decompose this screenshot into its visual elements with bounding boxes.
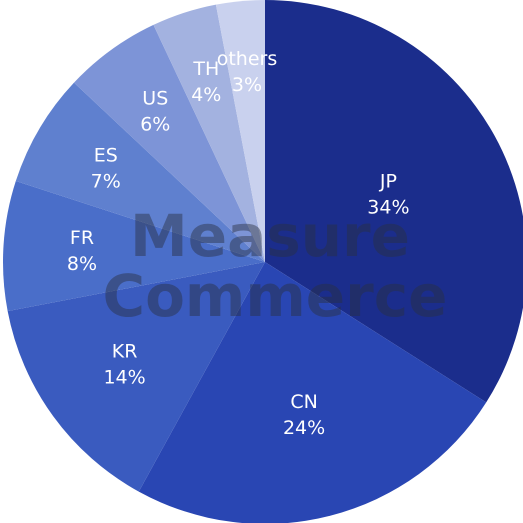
pie-slice [215,0,265,262]
slice-label: TH [192,58,219,80]
pie-slice [74,24,265,262]
slice-value: 6% [140,113,170,135]
slice-value: 4% [191,84,221,106]
watermark: Measure [130,202,410,270]
slice-label: ES [94,144,118,166]
pie-slice [15,82,265,263]
slice-label: US [142,87,168,109]
watermark: Commerce [103,262,448,330]
slice-value: 34% [367,197,409,219]
pie-slice [2,181,265,312]
slice-label: JP [379,171,397,193]
slice-label: FR [70,227,94,249]
pie-slice [7,262,265,492]
slice-label: KR [112,341,138,363]
slice-label: CN [290,391,317,413]
pie-slice [138,262,487,523]
slice-value: 14% [103,367,145,389]
pie-slice [265,0,523,403]
slice-label: others [217,48,278,70]
slice-value: 7% [91,170,121,192]
slice-value: 24% [283,417,325,439]
slice-value: 8% [67,253,97,275]
pie-slice [153,4,265,262]
slice-value: 3% [232,74,262,96]
